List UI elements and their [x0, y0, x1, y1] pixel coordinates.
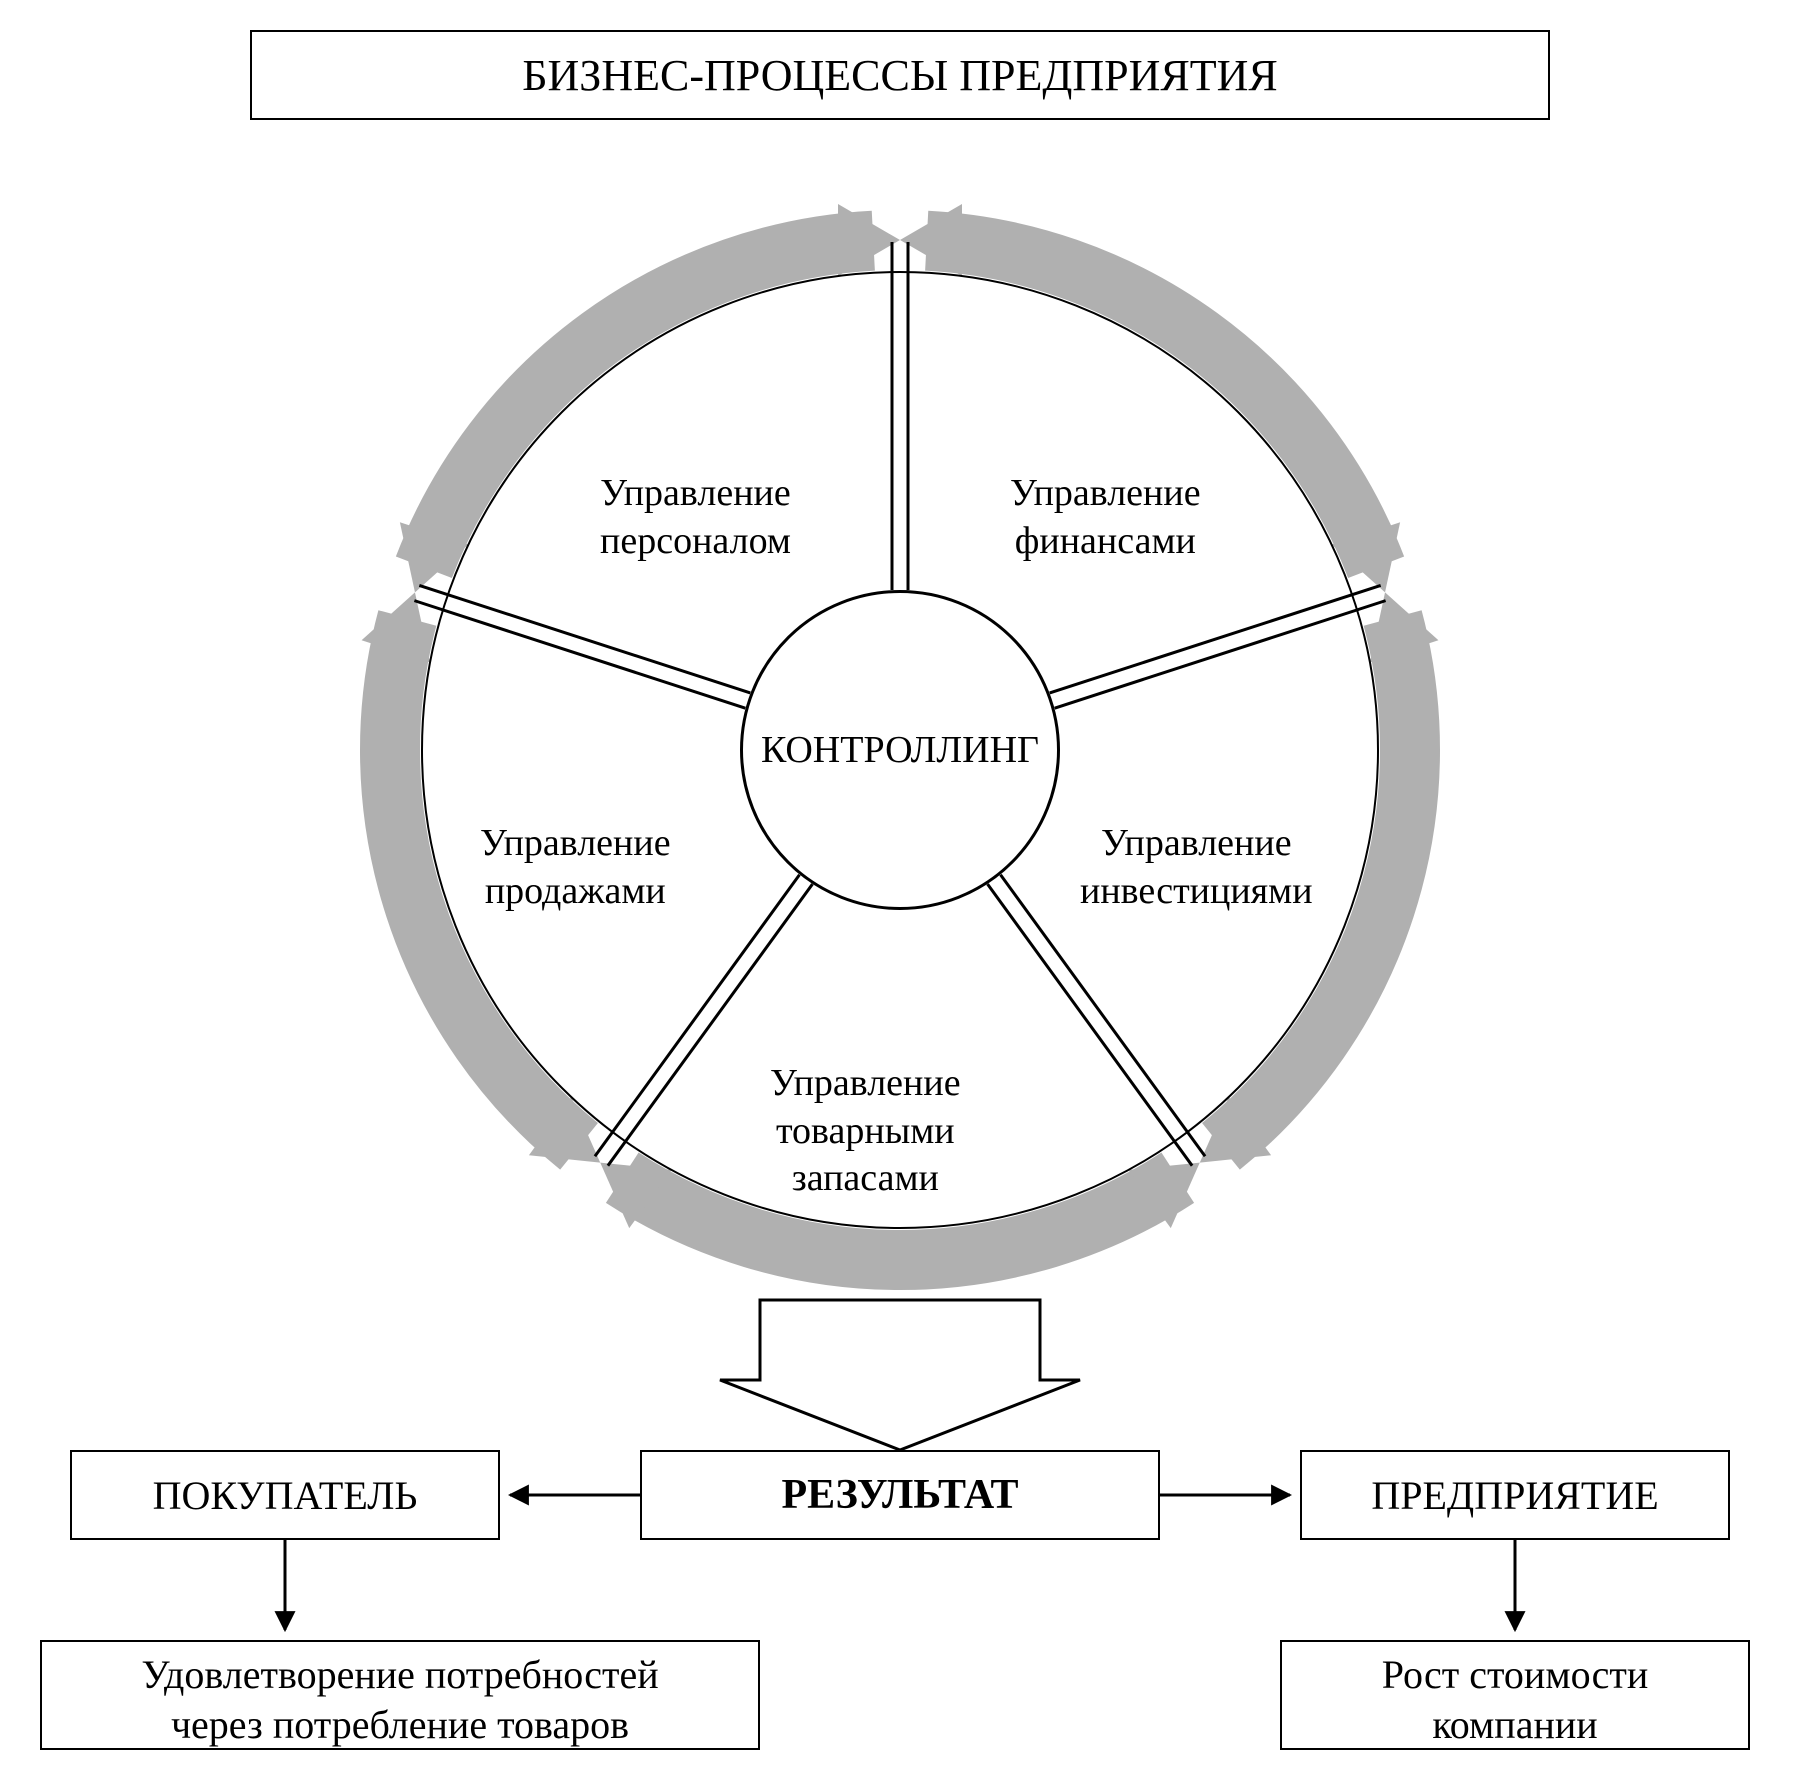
sector-label-line2: финансами	[1015, 520, 1196, 562]
sector-label-personnel: Управление персоналом	[600, 470, 791, 565]
sector-label-line3: запасами	[792, 1157, 939, 1199]
enterprise-label: ПРЕДПРИЯТИЕ	[1371, 1472, 1658, 1519]
buyer-result-line2: через потребление товаров	[171, 1702, 629, 1747]
buyer-box: ПОКУПАТЕЛЬ	[70, 1450, 500, 1540]
enterprise-result-box: Рост стоимости компании	[1280, 1640, 1750, 1750]
sector-label-finance: Управление финансами	[1010, 470, 1201, 565]
sector-label-line2: инвестициями	[1080, 870, 1313, 912]
hub-label: КОНТРОЛЛИНГ	[761, 728, 1039, 772]
sector-label-line2: продажами	[485, 870, 666, 912]
enterprise-result-line2: компании	[1432, 1702, 1597, 1747]
enterprise-result-line1: Рост стоимости	[1382, 1652, 1649, 1697]
title-label: БИЗНЕС-ПРОЦЕССЫ ПРЕДПРИЯТИЯ	[522, 50, 1278, 101]
sector-label-line1: Управление	[480, 822, 671, 864]
sector-label-line1: Управление	[1101, 822, 1292, 864]
buyer-result-box: Удовлетворение потребностей через потреб…	[40, 1640, 760, 1750]
enterprise-box: ПРЕДПРИЯТИЕ	[1300, 1450, 1730, 1540]
sector-label-sales: Управление продажами	[480, 820, 671, 915]
result-box: РЕЗУЛЬТАТ	[640, 1450, 1160, 1540]
title-box: БИЗНЕС-ПРОЦЕССЫ ПРЕДПРИЯТИЯ	[250, 30, 1550, 120]
sector-label-line1: Управление	[600, 472, 791, 514]
sector-label-investments: Управление инвестициями	[1080, 820, 1313, 915]
result-label: РЕЗУЛЬТАТ	[781, 1471, 1018, 1519]
sector-label-line1: Управление	[770, 1062, 961, 1104]
buyer-label: ПОКУПАТЕЛЬ	[153, 1472, 418, 1519]
diagram-canvas: БИЗНЕС-ПРОЦЕССЫ ПРЕДПРИЯТИЯ КОНТРОЛЛИНГ …	[0, 0, 1798, 1768]
sector-label-line2: персоналом	[600, 520, 791, 562]
sector-label-line1: Управление	[1010, 472, 1201, 514]
sector-label-inventory: Управление товарными запасами	[770, 1060, 961, 1203]
buyer-result-line1: Удовлетворение потребностей	[141, 1652, 658, 1697]
sector-label-line2: товарными	[776, 1110, 955, 1152]
hub-circle: КОНТРОЛЛИНГ	[740, 590, 1060, 910]
